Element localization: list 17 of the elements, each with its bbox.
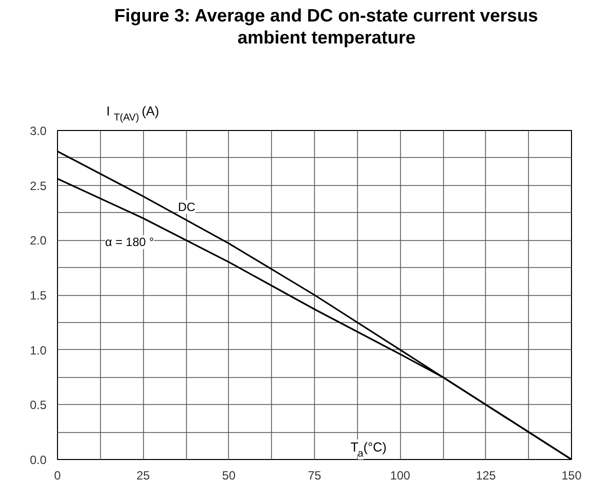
x-tick-label: 50 xyxy=(222,468,236,482)
x-tick-label: 100 xyxy=(390,468,411,482)
x-tick-label: 125 xyxy=(476,468,496,482)
x-tick-label: 0 xyxy=(54,468,62,482)
series-label: DC xyxy=(178,200,196,214)
y-tick-label: 2.0 xyxy=(30,234,47,248)
x-tick-label: 150 xyxy=(561,468,582,482)
series-label: α = 180 ° xyxy=(105,235,154,250)
y-tick-label: 2.5 xyxy=(30,178,47,193)
y-tick-label: 1.5 xyxy=(30,288,47,302)
y-tick-label: 0.5 xyxy=(30,398,47,412)
x-tick-label: 75 xyxy=(308,468,322,482)
chart-title: Figure 3: Average and DC on-state current versus ambient temperature xyxy=(114,6,538,48)
text: 0.0 xyxy=(30,453,47,467)
y-tick-label: 1.0 xyxy=(30,343,47,358)
y-tick-label: 3.0 xyxy=(30,124,47,138)
x-tick-label: 25 xyxy=(136,468,150,482)
